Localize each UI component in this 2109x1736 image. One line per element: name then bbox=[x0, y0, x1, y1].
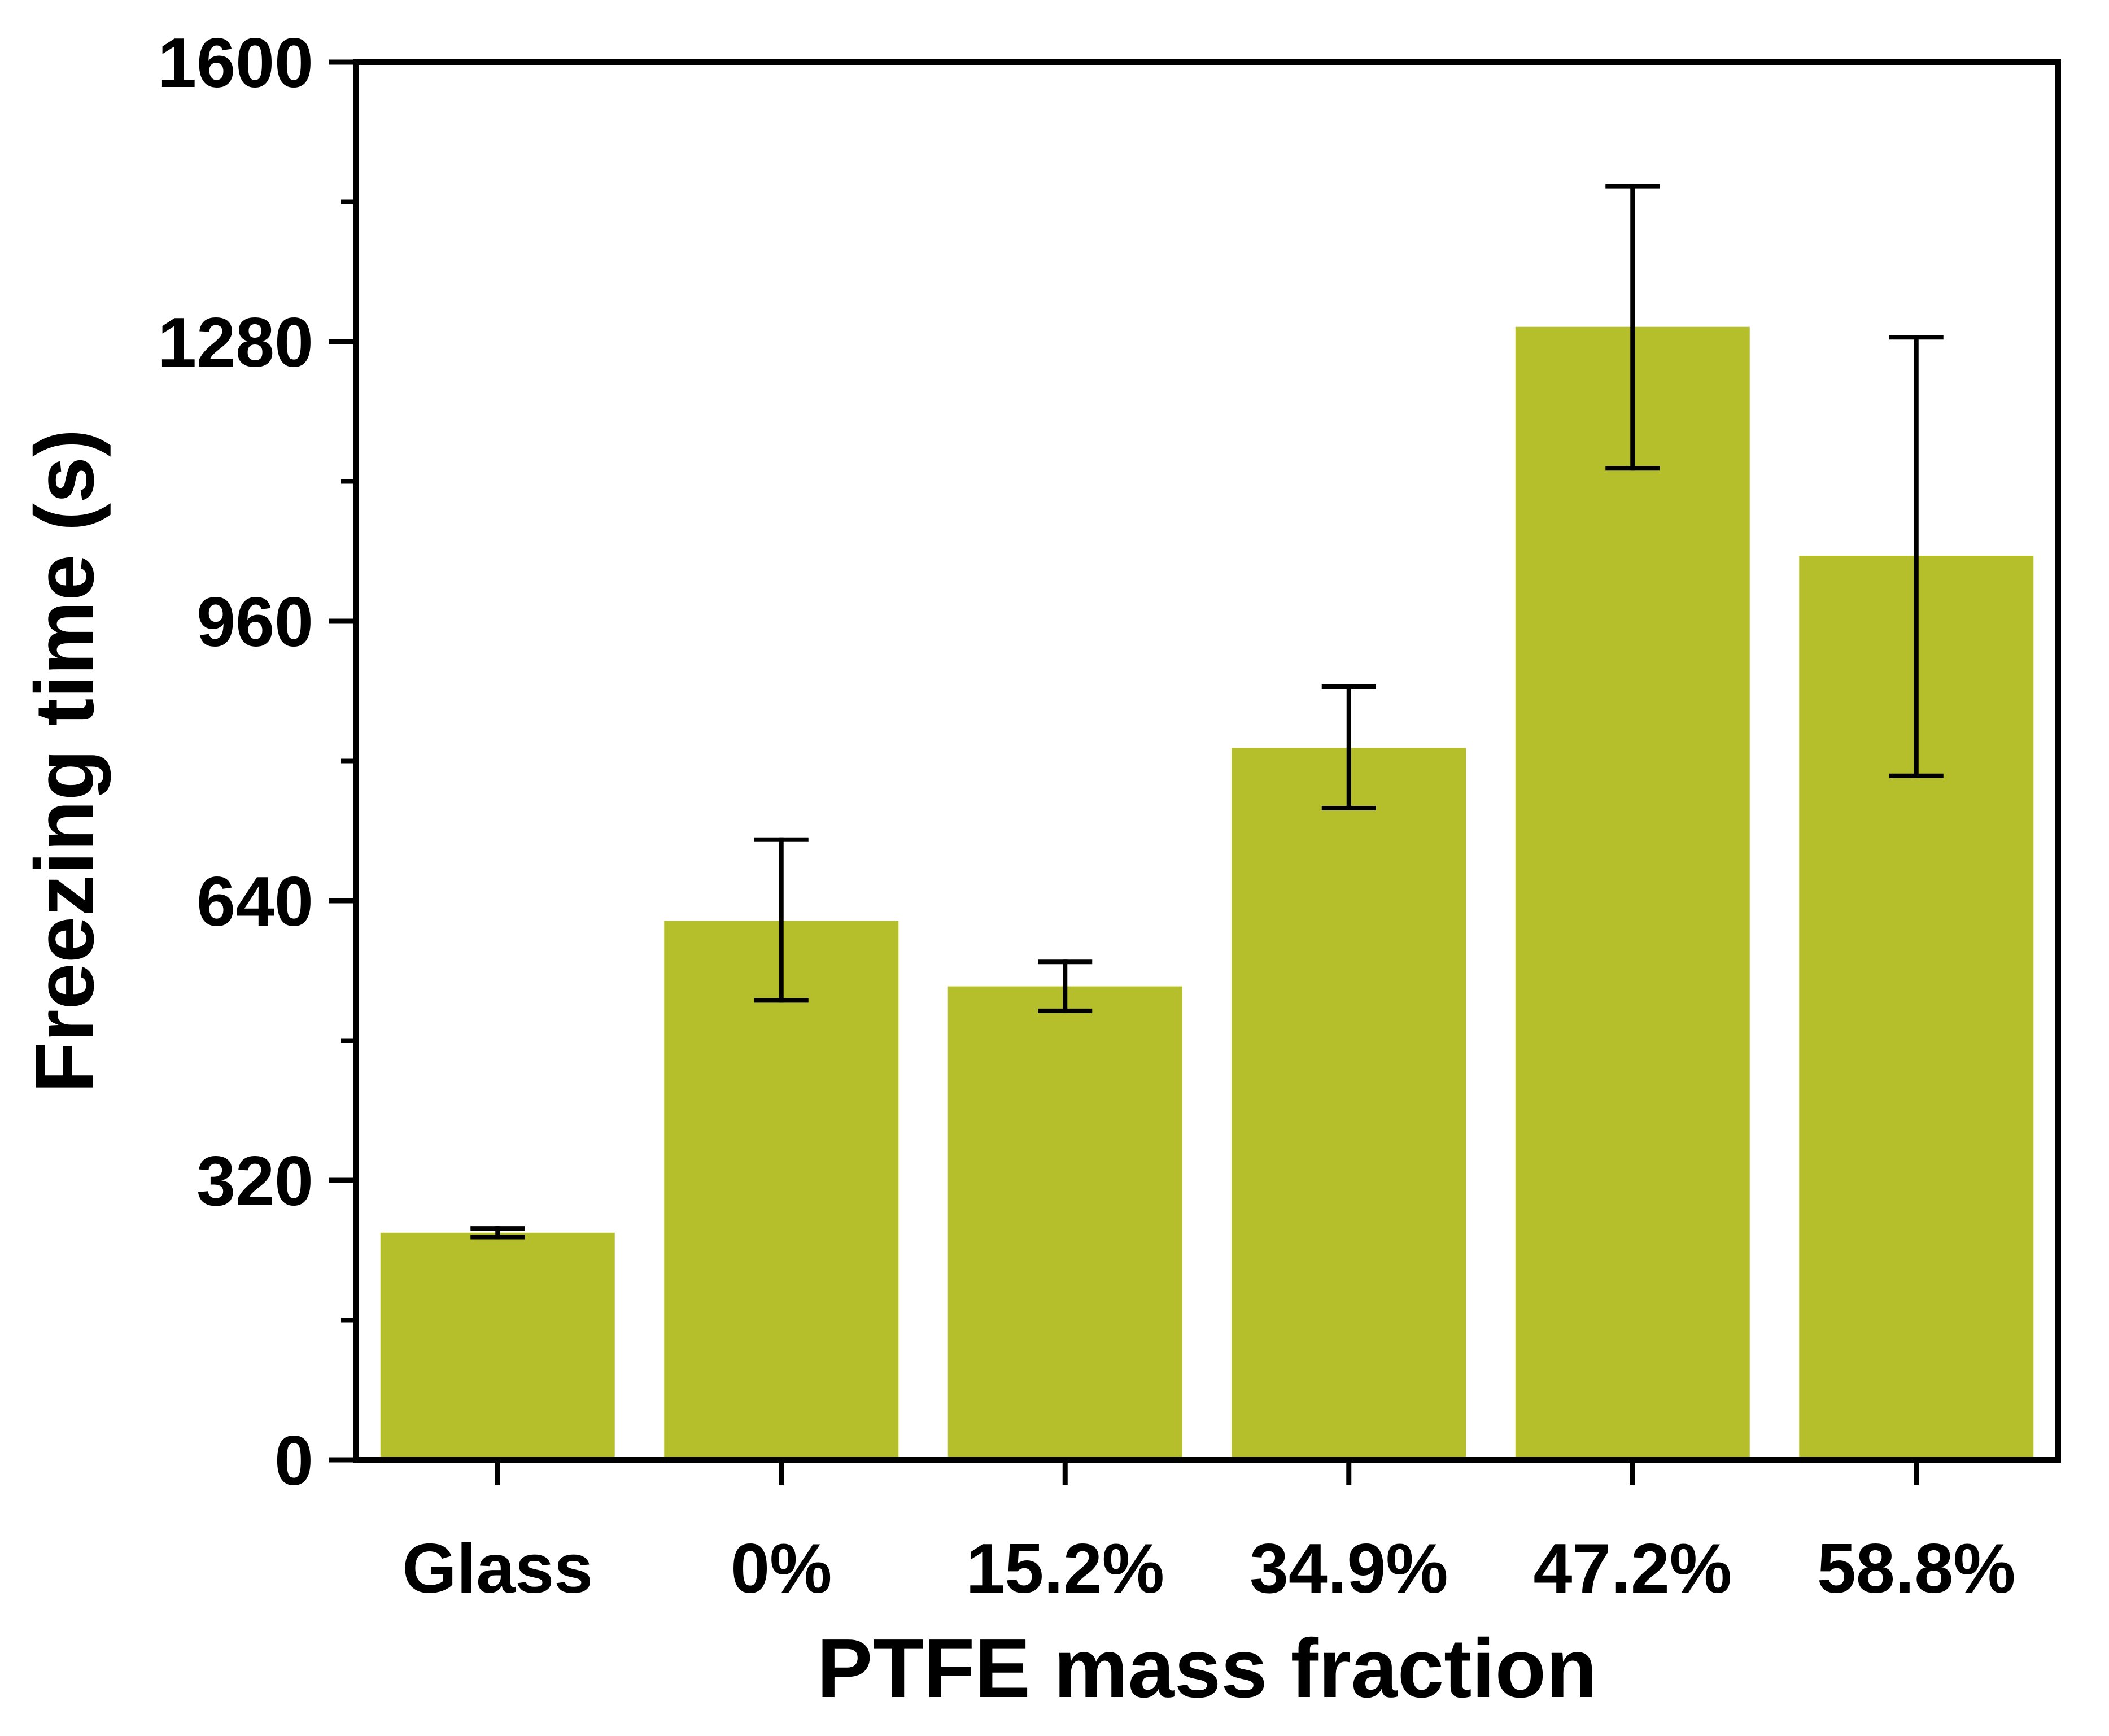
x-axis-title: PTFE mass fraction bbox=[817, 1622, 1597, 1715]
x-tick-label: 58.8% bbox=[1817, 1530, 2016, 1608]
x-tick-label: 0% bbox=[731, 1530, 832, 1608]
bar-47.2% bbox=[1515, 326, 1750, 1460]
x-tick-label: 34.9% bbox=[1250, 1530, 1448, 1608]
errorbar-34.9% bbox=[1321, 684, 1376, 811]
bar-Glass bbox=[380, 1232, 615, 1460]
x-tick-label: 47.2% bbox=[1533, 1530, 1732, 1608]
errorbar-47.2% bbox=[1605, 184, 1660, 471]
y-tick-label: 0 bbox=[274, 1422, 313, 1500]
bar-0% bbox=[664, 921, 899, 1460]
x-axis-ticks: Glass 0% 15.2% 34.9% 47.2% 58.8% bbox=[402, 1460, 2016, 1608]
errorbar-58.8% bbox=[1889, 335, 1944, 778]
y-tick-label: 960 bbox=[197, 583, 313, 661]
errorbars-layer bbox=[470, 184, 1944, 1240]
y-tick-label: 1600 bbox=[158, 24, 313, 102]
bar-15.2% bbox=[947, 986, 1182, 1460]
x-tick-label: Glass bbox=[402, 1530, 593, 1608]
y-tick-label: 640 bbox=[197, 863, 313, 941]
errorbar-Glass bbox=[470, 1226, 525, 1240]
errorbar-0% bbox=[754, 837, 809, 1003]
bar-34.9% bbox=[1232, 748, 1466, 1460]
y-axis-ticks: 0 320 640 960 1280 1600 bbox=[158, 24, 356, 1500]
y-axis-title: Freezing time (s) bbox=[18, 429, 111, 1093]
errorbar-15.2% bbox=[1038, 959, 1093, 1013]
y-tick-label: 320 bbox=[197, 1142, 313, 1220]
bars-layer bbox=[380, 326, 2034, 1460]
y-tick-label: 1280 bbox=[158, 304, 313, 382]
x-tick-label: 15.2% bbox=[966, 1530, 1164, 1608]
